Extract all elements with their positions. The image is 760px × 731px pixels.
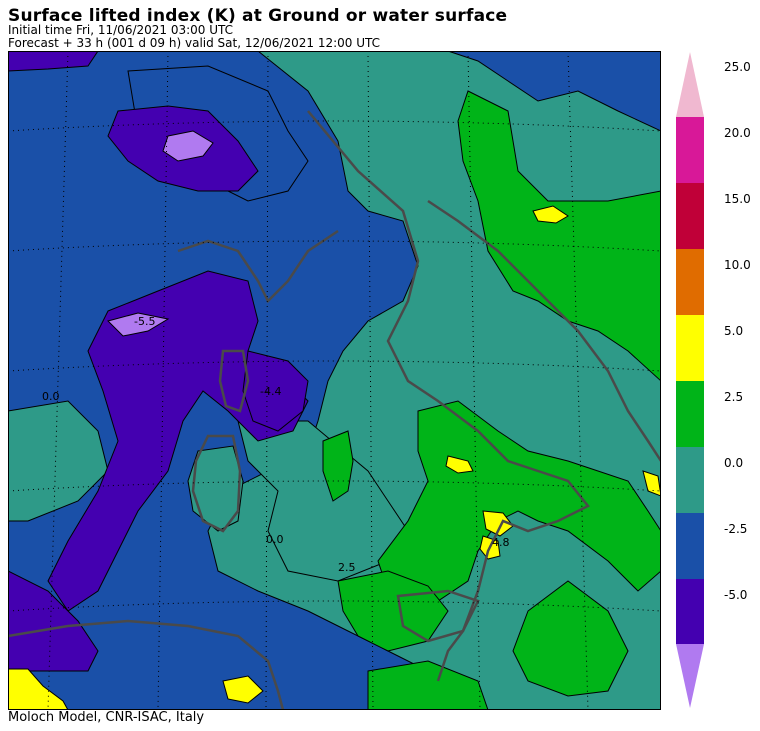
colorbar-over-arrow xyxy=(676,52,704,117)
contour-label: 0.0 xyxy=(42,390,60,403)
colorbar-segment-minus5-minus2.5 xyxy=(676,579,704,644)
colorbar-label: 20.0 xyxy=(724,126,751,140)
region-green-ionian xyxy=(512,580,629,697)
coastline-africa xyxy=(8,619,285,710)
region-green-italy xyxy=(377,400,661,612)
colorbar-segment-2.5-5 xyxy=(676,381,704,447)
colorbar-segment-10-15 xyxy=(676,249,704,315)
region-lavender-alps xyxy=(162,130,214,162)
colorbar-segment-20-25 xyxy=(676,117,704,183)
region-yellow-east1 xyxy=(532,205,569,224)
colorbar-label: 10.0 xyxy=(724,258,751,272)
colorbar-segment-5-10 xyxy=(676,315,704,381)
colorbar-label: 25.0 xyxy=(724,60,751,74)
region-purple-nw xyxy=(8,51,99,72)
colorbar-segment-0-2.5 xyxy=(676,447,704,513)
colorbar-label: 15.0 xyxy=(724,192,751,206)
contour-label: 2.5 xyxy=(338,561,356,574)
region-green-east xyxy=(457,90,661,382)
contour-label: 4.8 xyxy=(492,536,510,549)
colorbar-label: 5.0 xyxy=(724,324,744,338)
coastline-corsica xyxy=(218,349,250,413)
map-title: Surface lifted index (K) at Ground or wa… xyxy=(8,6,508,26)
forecast-valid-label: Forecast + 33 h (001 d 09 h) valid Sat, … xyxy=(8,36,381,50)
colorbar-under-arrow xyxy=(676,644,704,708)
model-credit: Moloch Model, CNR-ISAC, Italy xyxy=(8,710,205,725)
region-yellow-albania xyxy=(642,470,661,497)
colorbar xyxy=(676,52,704,708)
colorbar-label: -2.5 xyxy=(724,522,748,536)
colorbar-segment-minus2.5-0 xyxy=(676,513,704,579)
lifted-index-map: -5.5 -4.4 0.0 0.0 2.5 4.8 xyxy=(8,51,661,710)
colorbar-label: -5.0 xyxy=(724,588,748,602)
coastline-sicily xyxy=(396,589,480,643)
colorbar-segment-15-20 xyxy=(676,183,704,249)
colorbar-label: 0.0 xyxy=(724,456,744,470)
region-green-tyrrhenian xyxy=(322,430,354,502)
region-yellow-south xyxy=(222,675,264,704)
contour-label: 0.0 xyxy=(266,533,284,546)
region-green-south xyxy=(367,660,489,710)
map-frame xyxy=(8,51,661,710)
region-yellow-east2 xyxy=(445,455,474,474)
region-yellow-italy xyxy=(482,510,514,537)
region-yellow-sw xyxy=(8,668,69,710)
coastline-sardinia xyxy=(191,434,242,533)
contour-label: -5.5 xyxy=(134,315,155,328)
contour-label: -4.4 xyxy=(260,385,281,398)
colorbar-label: 2.5 xyxy=(724,390,744,404)
region-blue-east xyxy=(447,51,661,132)
region-lavender-sea xyxy=(107,312,170,337)
region-purple-southwest xyxy=(8,570,99,672)
initial-time-label: Initial time Fri, 11/06/2021 03:00 UTC xyxy=(8,23,234,37)
